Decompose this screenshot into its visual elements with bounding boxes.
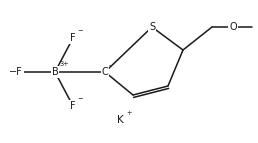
Text: F: F xyxy=(70,101,76,111)
Text: C: C xyxy=(102,67,108,77)
Text: O: O xyxy=(229,22,237,32)
Text: K: K xyxy=(117,115,123,125)
Text: −: − xyxy=(77,96,83,102)
Text: 3+: 3+ xyxy=(60,61,69,67)
Text: F: F xyxy=(70,33,76,43)
Text: B: B xyxy=(52,67,58,77)
Text: −F: −F xyxy=(9,67,23,77)
Text: S: S xyxy=(149,22,155,32)
Text: −: − xyxy=(77,28,83,34)
Text: +: + xyxy=(126,110,132,116)
Text: -: - xyxy=(109,62,111,68)
